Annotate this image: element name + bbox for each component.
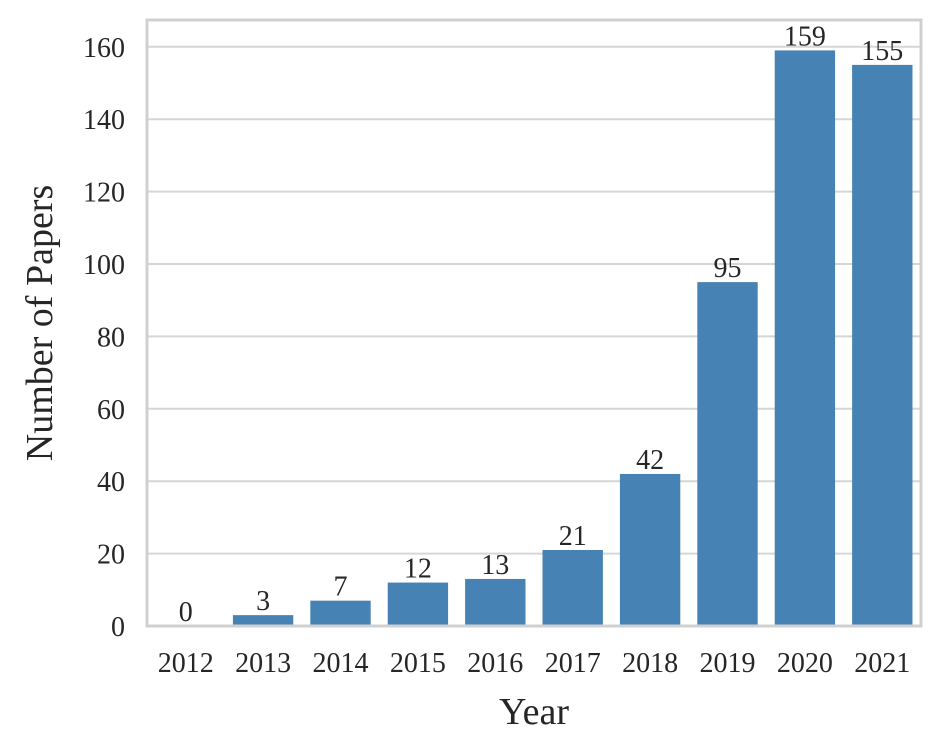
y-tick-labels: 0 20 40 60 80 100 120 140 160 (83, 33, 125, 643)
y-tick-label: 120 (83, 178, 125, 209)
x-tick-label: 2019 (700, 648, 756, 679)
bar-2015 (387, 582, 449, 626)
x-tick-labels: 2012 2013 2014 2015 2016 2017 2018 2019 2020 2021 (158, 648, 911, 679)
bars (232, 50, 913, 626)
x-tick-label: 2018 (622, 648, 678, 679)
bar-2019 (697, 282, 758, 626)
x-tick-label: 2014 (313, 648, 369, 679)
x-tick-label: 2020 (777, 648, 833, 679)
x-tick-label: 2016 (467, 648, 523, 679)
data-label: 155 (861, 36, 903, 67)
y-tick-label: 40 (97, 467, 125, 498)
grid-lines (147, 45, 921, 627)
x-tick-label: 2015 (390, 648, 446, 679)
data-label: 3 (256, 586, 270, 617)
data-label: 159 (784, 21, 826, 52)
x-tick-label: 2021 (854, 648, 910, 679)
x-axis-label: Year (499, 691, 569, 733)
x-tick-label: 2012 (158, 648, 214, 679)
bar-2018 (619, 473, 681, 626)
data-label: 7 (334, 572, 348, 603)
y-tick-label: 20 (97, 540, 125, 571)
y-tick-label: 80 (97, 322, 125, 353)
y-axis-label: Number of Papers (19, 185, 61, 461)
y-tick-label: 60 (97, 395, 125, 426)
x-tick-label: 2013 (235, 648, 291, 679)
y-tick-label: 140 (83, 105, 125, 136)
bar-2021 (852, 64, 913, 626)
y-tick-label: 0 (111, 612, 125, 643)
data-label: 0 (179, 597, 193, 628)
data-label: 12 (404, 554, 432, 585)
data-label: 42 (636, 445, 664, 476)
data-label: 13 (481, 550, 509, 581)
data-label: 21 (559, 521, 587, 552)
bar-2014 (310, 600, 371, 626)
bar-2020 (774, 50, 836, 626)
y-tick-label: 160 (83, 33, 125, 64)
x-tick-label: 2017 (545, 648, 601, 679)
bar-2017 (542, 549, 603, 626)
bar-2016 (465, 578, 526, 626)
data-label: 95 (714, 253, 742, 284)
bar-2013 (232, 615, 294, 626)
plot-frame (145, 18, 923, 628)
data-labels: 0 3 7 12 13 21 42 95 159 155 (179, 21, 904, 628)
y-tick-label: 100 (83, 250, 125, 281)
